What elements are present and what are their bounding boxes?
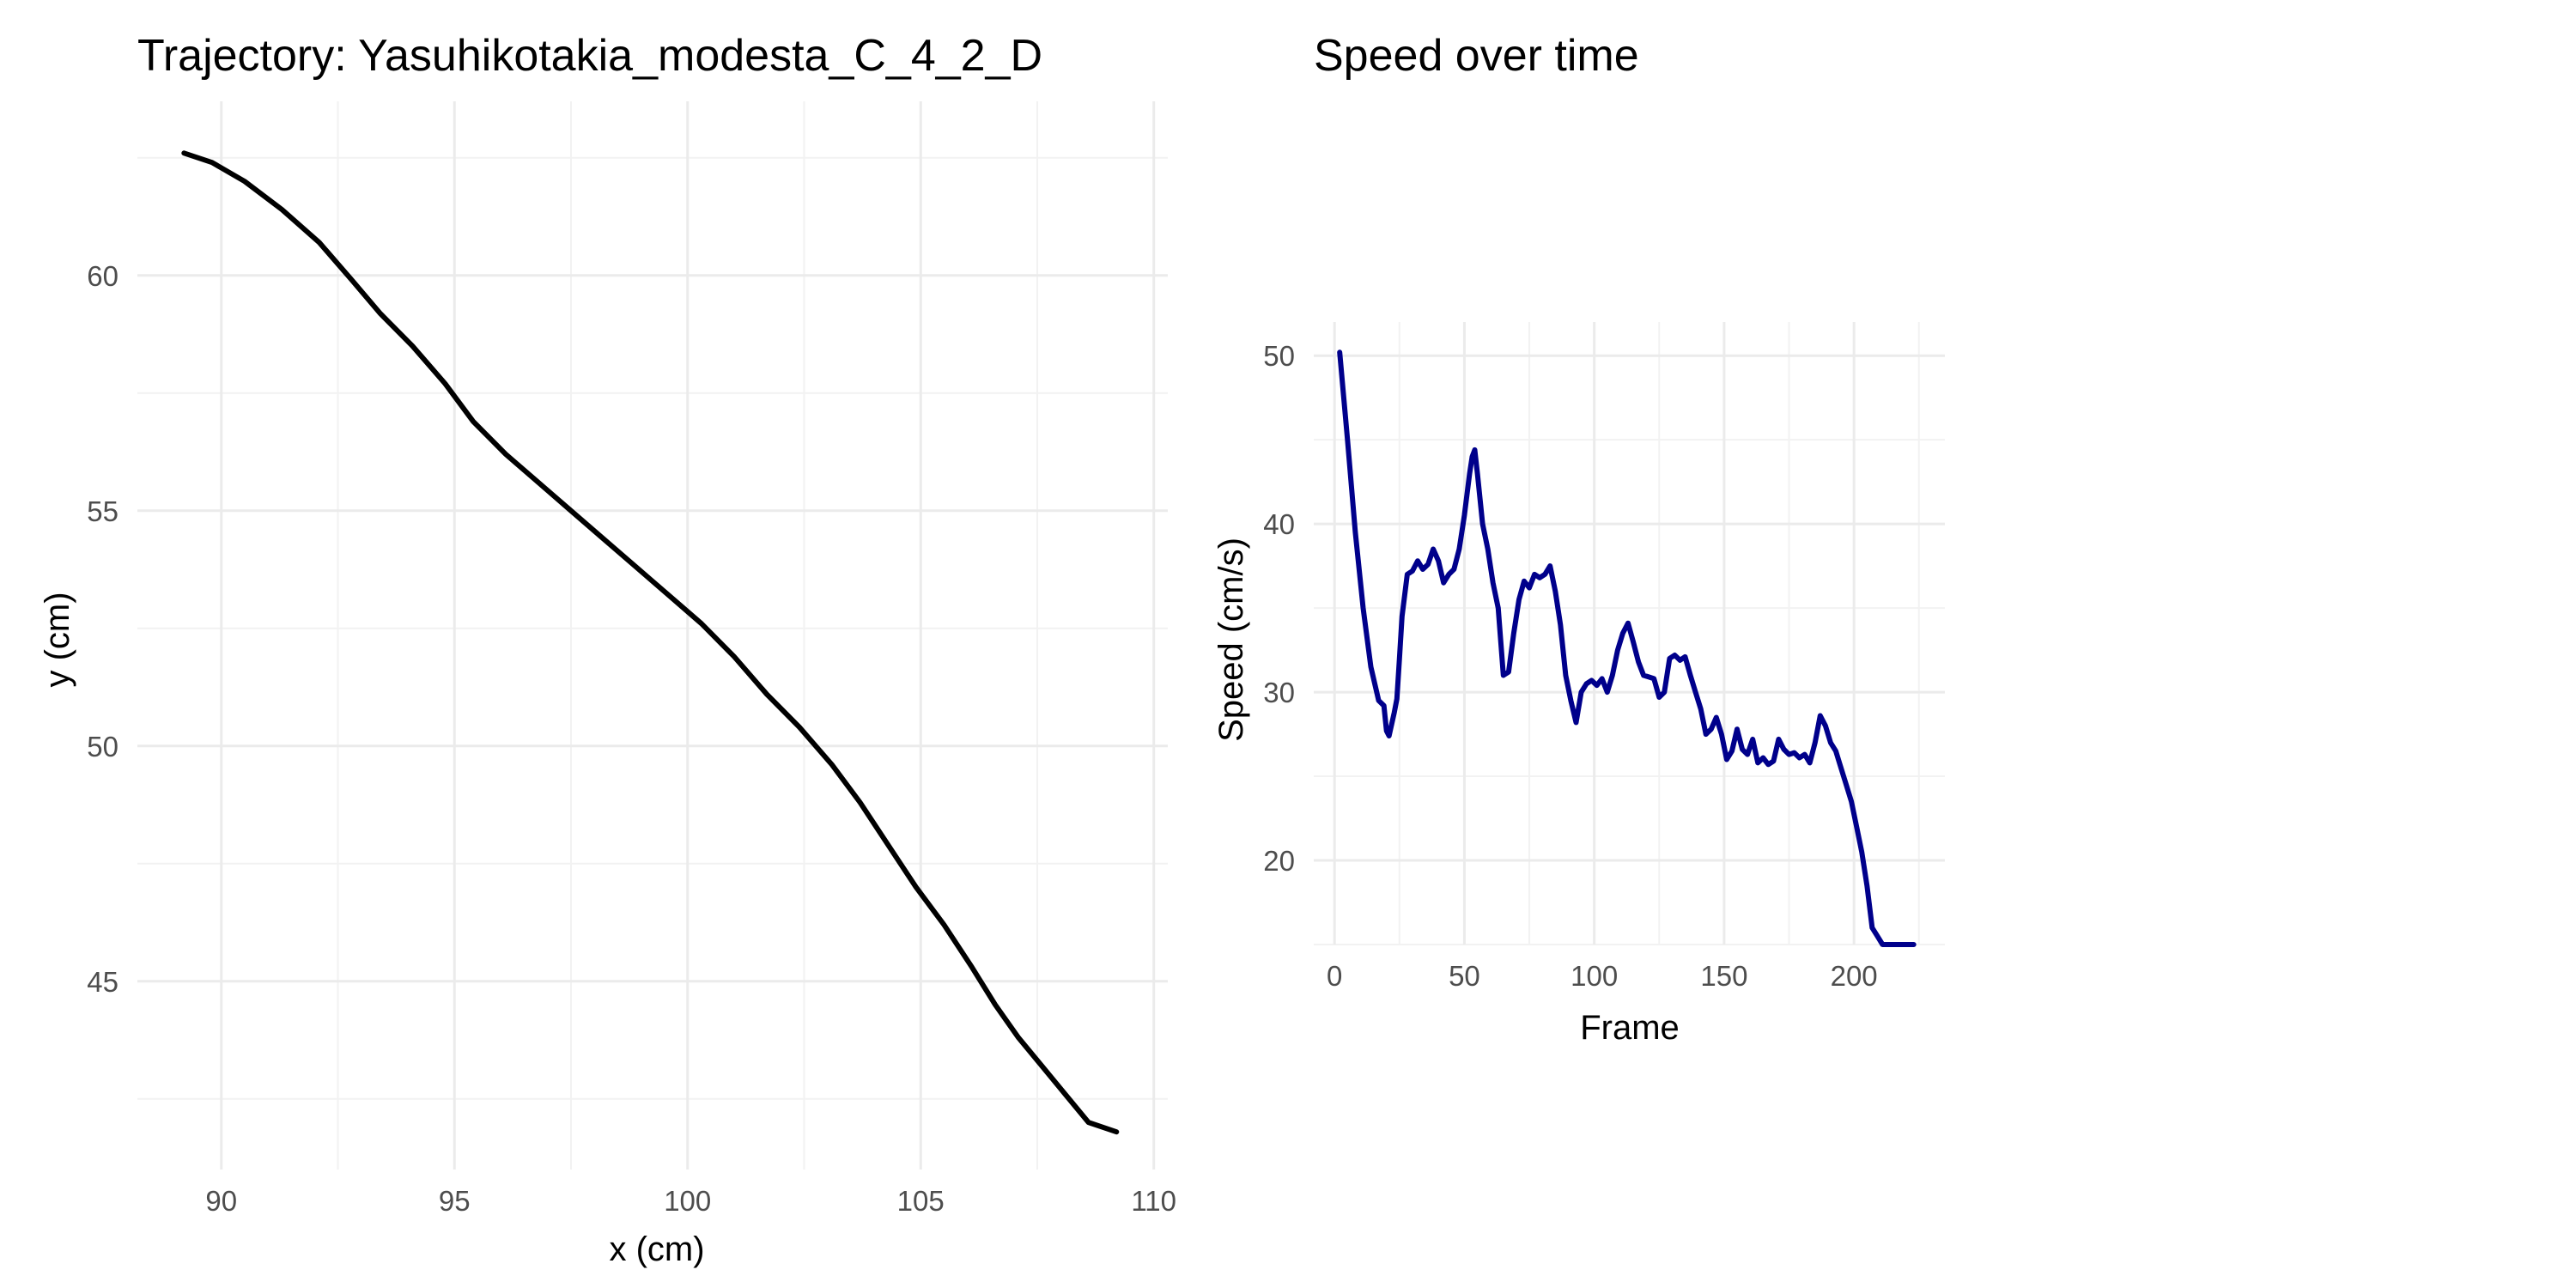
- x-tick-label: 100: [1571, 960, 1618, 992]
- trajectory-title: Trajectory: Yasuhikotakia_modesta_C_4_2_…: [137, 31, 1042, 81]
- trajectory-y-axis-label: y (cm): [39, 592, 76, 687]
- speed-line: [1337, 349, 1917, 947]
- speed-panel: Speed over time 0 50 100 150 200 20 30 40 50 Fr…: [1212, 31, 1945, 1047]
- y-tick-label: 30: [1263, 677, 1295, 708]
- y-tick-label: 55: [87, 495, 118, 527]
- speed-x-ticks: 0 50 100 150 200: [1327, 960, 1878, 992]
- x-tick-label: 110: [1131, 1185, 1176, 1217]
- x-tick-label: 105: [897, 1185, 945, 1217]
- trajectory-x-ticks: 90 95 100 105 110: [205, 1185, 1176, 1217]
- y-tick-label: 50: [1263, 340, 1295, 372]
- x-tick-label: 90: [205, 1185, 237, 1217]
- speed-y-axis-label: Speed (cm/s): [1212, 538, 1250, 742]
- y-tick-label: 60: [87, 260, 118, 292]
- speed-y-ticks: 20 30 40 50: [1263, 340, 1295, 877]
- y-tick-label: 20: [1263, 845, 1295, 877]
- x-tick-label: 95: [439, 1185, 471, 1217]
- trajectory-line: [181, 150, 1120, 1135]
- y-tick-label: 50: [87, 731, 118, 762]
- trajectory-grid: [137, 101, 1168, 1170]
- speed-x-axis-label: Frame: [1580, 1009, 1680, 1047]
- x-tick-label: 0: [1327, 960, 1342, 992]
- y-tick-label: 45: [87, 966, 118, 998]
- speed-grid: [1314, 322, 1945, 945]
- trajectory-x-axis-label: x (cm): [609, 1230, 704, 1268]
- x-tick-label: 200: [1831, 960, 1878, 992]
- x-tick-label: 150: [1700, 960, 1747, 992]
- trajectory-y-ticks: 45 50 55 60: [87, 260, 118, 998]
- trajectory-panel: Trajectory: Yasuhikotakia_modesta_C_4_2_…: [39, 31, 1176, 1268]
- x-tick-label: 50: [1449, 960, 1480, 992]
- y-tick-label: 40: [1263, 508, 1295, 540]
- speed-title: Speed over time: [1314, 31, 1639, 81]
- x-tick-label: 100: [664, 1185, 711, 1217]
